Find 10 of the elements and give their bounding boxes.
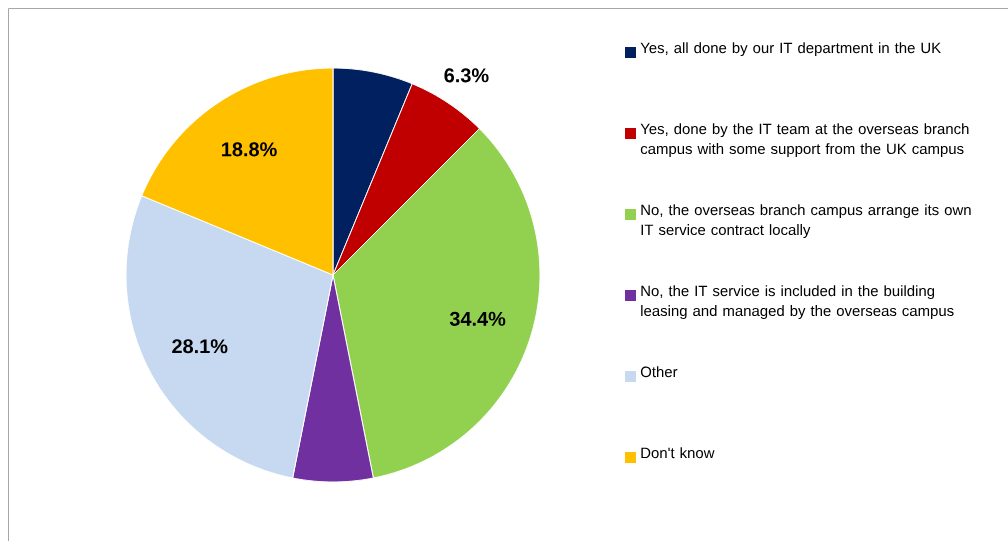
data-label: 28.1% bbox=[172, 339, 228, 354]
legend-label: No, the overseas branch campus arrange its own IT service contract locally bbox=[641, 204, 971, 239]
legend-label: Don't know bbox=[641, 447, 715, 459]
data-label: 6.3% bbox=[444, 68, 489, 83]
legend-label: No, the IT service is included in the building leasing and managed by the overseas campus bbox=[641, 285, 954, 320]
legend-label: Yes, all done by our IT department in the UK bbox=[640, 42, 941, 57]
legend-label: Other bbox=[640, 366, 678, 378]
legend-label: Yes, done by the IT team at the overseas branch campus with some support from the UK campus bbox=[640, 123, 969, 158]
data-label: 18.8% bbox=[222, 142, 277, 157]
data-label: 34.4% bbox=[449, 311, 506, 326]
